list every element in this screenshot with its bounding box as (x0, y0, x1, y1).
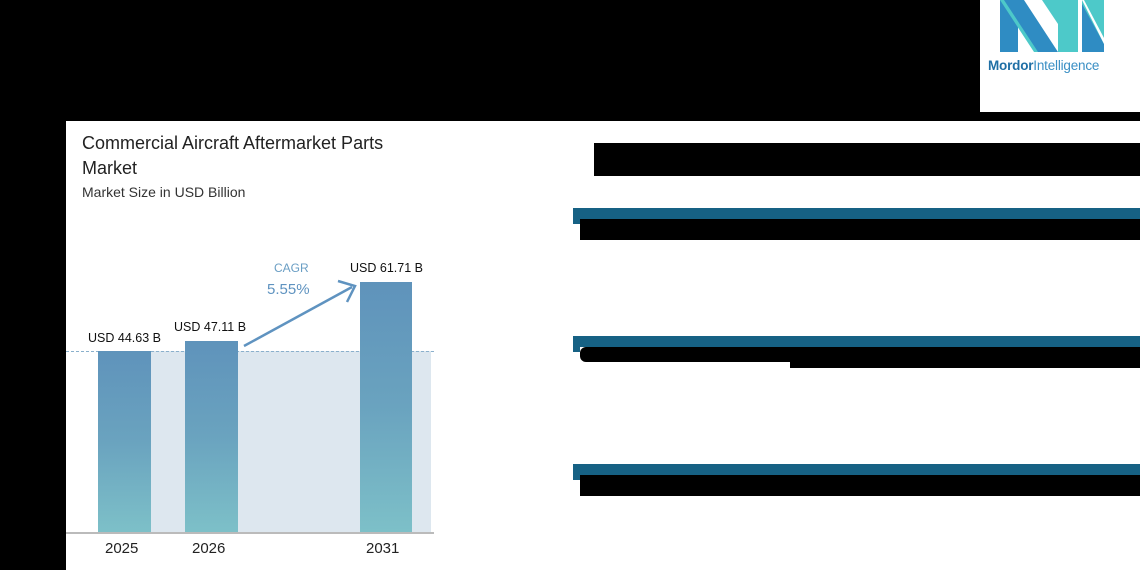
bar-2026 (185, 341, 238, 532)
bar-2031 (360, 282, 412, 532)
section-divider-3-tab (573, 475, 580, 480)
logo: MordorIntelligence (980, 0, 1140, 112)
section-divider-2 (573, 336, 1140, 347)
redacted-heading (594, 143, 1140, 176)
value-label-2025: USD 44.63 B (88, 331, 161, 345)
bar-2025 (98, 351, 151, 532)
x-tick-2031: 2031 (366, 540, 400, 557)
x-tick-2025: 2025 (105, 540, 139, 557)
value-label-2026: USD 47.11 B (174, 320, 247, 334)
redacted-section-2a (580, 347, 816, 362)
section-divider-2-tab (573, 347, 580, 352)
section-divider-1 (573, 208, 1140, 219)
bar-chart: USD 44.63 B USD 47.11 B USD 61.71 B CAGR… (66, 220, 446, 570)
mordor-logo-icon (1000, 0, 1104, 52)
reference-dashed-line (66, 351, 434, 352)
cagr-label: CAGR (274, 261, 309, 275)
x-tick-2026: 2026 (192, 540, 226, 557)
redacted-section-1 (580, 219, 1140, 240)
growth-arrow-icon (243, 279, 357, 348)
cagr-value: 5.55% (267, 281, 310, 298)
section-divider-3 (573, 464, 1140, 475)
redacted-section-3 (580, 475, 1140, 496)
chart-subtitle: Market Size in USD Billion (82, 184, 246, 200)
logo-brand-light: Intelligence (1033, 58, 1100, 73)
value-label-2031: USD 61.71 B (350, 261, 423, 275)
section-divider-1-tab (573, 219, 580, 224)
logo-brand-bold: Mordor (988, 58, 1034, 73)
x-axis-line (66, 532, 434, 534)
logo-text: MordorIntelligence (988, 58, 1099, 73)
chart-title: Commercial Aircraft Aftermarket Parts Ma… (82, 133, 384, 178)
redacted-section-2b (790, 347, 1140, 368)
